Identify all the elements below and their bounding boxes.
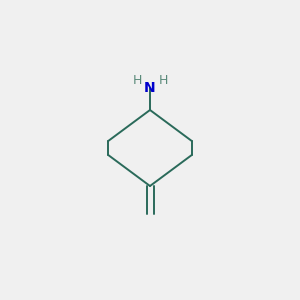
Text: N: N bbox=[144, 81, 156, 95]
Text: H: H bbox=[132, 74, 142, 86]
Text: H: H bbox=[158, 74, 168, 86]
